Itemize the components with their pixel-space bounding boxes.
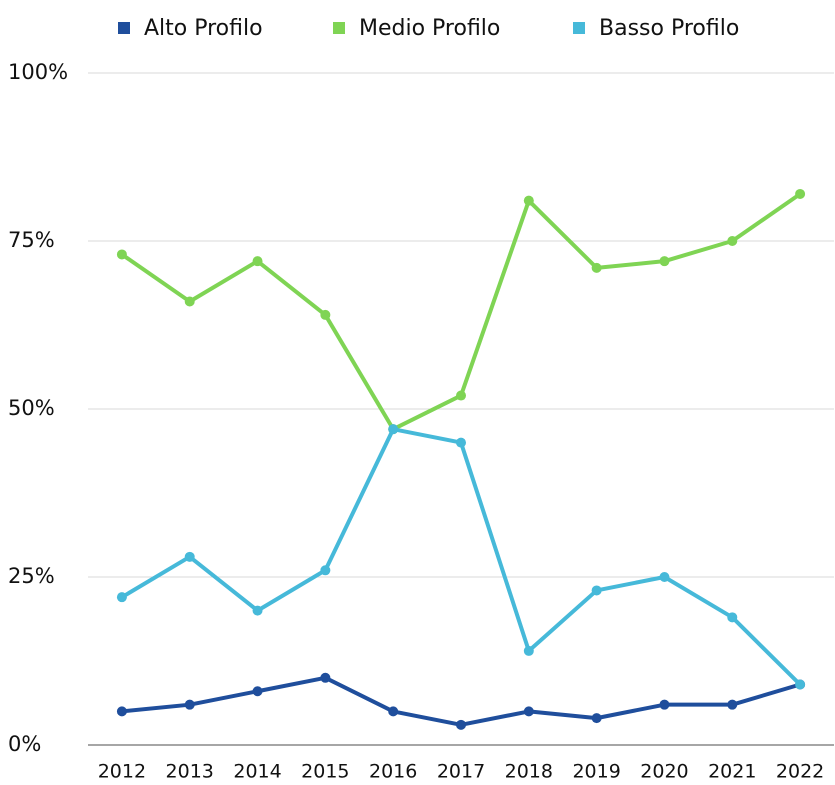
data-point	[320, 672, 331, 683]
legend-swatch	[333, 22, 345, 34]
data-point	[795, 188, 806, 199]
legend-swatch	[118, 22, 130, 34]
y-tick-label: 0%	[8, 732, 41, 756]
x-tick-label: 2018	[505, 761, 553, 783]
data-point	[727, 236, 738, 246]
x-tick-label: 2022	[776, 761, 824, 783]
x-tick-label: 2014	[233, 761, 281, 783]
data-point	[456, 437, 466, 448]
series-line	[120, 427, 802, 686]
data-point	[184, 699, 195, 710]
x-tick-label: 2016	[369, 761, 417, 783]
data-point	[727, 699, 738, 710]
x-tick-label: 2019	[572, 761, 620, 783]
x-tick-label: 2021	[708, 761, 756, 783]
y-tick-label: 25%	[8, 564, 55, 588]
legend-swatch	[573, 22, 585, 34]
data-point	[523, 195, 534, 206]
data-point	[116, 706, 127, 717]
legend-label: Alto Profilo	[144, 16, 263, 41]
data-point	[591, 585, 602, 596]
data-point	[659, 256, 670, 267]
data-point	[184, 551, 195, 562]
x-tick-label: 2013	[166, 761, 214, 783]
data-point	[523, 645, 534, 656]
y-tick-label: 75%	[8, 228, 55, 252]
y-tick-label: 50%	[8, 396, 55, 420]
data-point	[388, 424, 399, 435]
x-tick-label: 2015	[301, 761, 349, 783]
legend-label: Basso Profilo	[599, 16, 739, 41]
data-point	[659, 699, 670, 710]
data-point	[795, 679, 806, 690]
data-point	[456, 719, 466, 730]
x-tick-label: 2017	[437, 761, 485, 783]
data-point	[659, 572, 670, 582]
data-point	[252, 256, 263, 267]
data-point	[116, 249, 127, 260]
data-point	[252, 686, 263, 697]
y-tick-label: 100%	[8, 60, 68, 84]
data-point	[523, 706, 534, 717]
data-point	[727, 612, 738, 623]
data-point	[252, 605, 263, 616]
data-point	[320, 565, 331, 576]
series-line	[121, 675, 801, 727]
data-point	[591, 713, 602, 724]
data-point	[184, 296, 195, 307]
data-point	[388, 706, 399, 717]
x-tick-label: 2020	[640, 761, 688, 783]
data-point	[456, 390, 466, 401]
data-point	[320, 309, 331, 320]
x-tick-label: 2012	[98, 761, 146, 783]
data-point	[591, 262, 602, 273]
legend-label: Medio Profilo	[359, 16, 500, 41]
data-point	[116, 592, 127, 603]
